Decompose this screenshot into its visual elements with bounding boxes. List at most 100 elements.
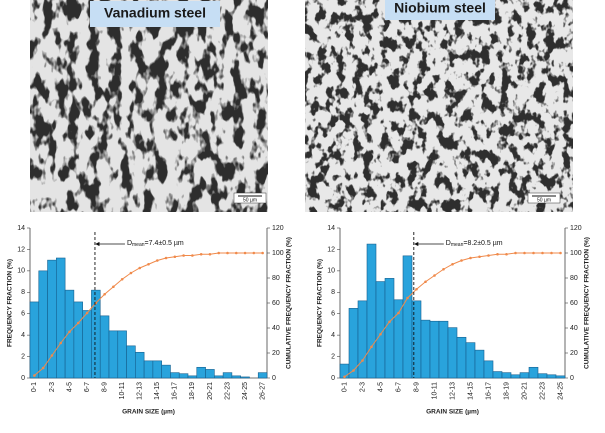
- cumulative-point: [460, 259, 463, 262]
- cumulative-point: [68, 330, 71, 334]
- cumulative-point: [487, 254, 490, 257]
- y-tick-label: 2: [21, 353, 25, 360]
- bar: [519, 372, 530, 379]
- cumulative-point: [252, 251, 256, 255]
- cumulative-point: [147, 262, 150, 266]
- y-tick-label: 10: [17, 268, 25, 275]
- cumulative-point: [50, 354, 54, 357]
- cumulative-point: [226, 251, 229, 255]
- bar: [135, 351, 145, 379]
- bar: [205, 369, 215, 379]
- cumulative-point: [415, 287, 418, 291]
- bar: [429, 320, 440, 379]
- y-axis-title: FREQUENCY FRACTION (%): [7, 259, 14, 347]
- cumulative-point: [76, 321, 80, 325]
- title-box: [90, 1, 220, 27]
- x-tick-label: 0-1: [341, 382, 348, 392]
- y2-tick-label: 120: [272, 225, 284, 232]
- y2-tick-label: 80: [570, 275, 578, 282]
- cumulative-point: [496, 252, 499, 256]
- cumulative-point: [541, 251, 544, 255]
- bar: [528, 366, 539, 379]
- x-tick-label: 18-19: [503, 382, 510, 400]
- x-tick-label: 6-7: [395, 382, 402, 392]
- annotation-part: D: [127, 240, 132, 247]
- scale-bar-label: 50 µm: [537, 197, 551, 203]
- cumulative-point: [343, 375, 346, 379]
- y2-tick-label: 100: [272, 250, 284, 257]
- bar: [465, 342, 476, 379]
- bar: [447, 327, 458, 379]
- cumulative-point: [379, 332, 382, 336]
- bar: [393, 299, 404, 379]
- y2-tick-label: 120: [570, 225, 582, 232]
- x-tick-label: 6-7: [84, 382, 91, 392]
- y2-tick-label: 80: [272, 275, 280, 282]
- annotation-sub: mean: [132, 242, 145, 248]
- bar: [231, 375, 241, 379]
- bar: [178, 373, 189, 379]
- x-tick-label: 10-11: [431, 382, 438, 399]
- y2-tick-label: 40: [570, 325, 578, 332]
- bar: [170, 372, 180, 379]
- bar: [510, 374, 521, 379]
- y-tick-label: 12: [327, 246, 335, 253]
- x-tick-label: 2-3: [359, 382, 366, 392]
- y-tick-label: 8: [21, 289, 25, 296]
- x-tick-label: 0-1: [31, 382, 38, 392]
- y2-tick-label: 60: [272, 300, 280, 307]
- cumulative-point: [191, 254, 194, 257]
- cumulative-point: [182, 254, 185, 257]
- x-axis-title: GRAIN SIZE (µm): [426, 409, 479, 416]
- cumulative-point: [370, 345, 373, 349]
- x-tick-label: 4-5: [66, 382, 73, 392]
- x-tick-label: 16-17: [172, 382, 179, 400]
- x-tick-label: 22-23: [224, 382, 231, 400]
- bar: [64, 289, 75, 379]
- y-tick-label: 14: [17, 225, 25, 232]
- annotation-sub: mean: [451, 242, 464, 248]
- bar: [555, 375, 566, 379]
- x-tick-label: 18-19: [189, 382, 196, 400]
- cumulative-point: [33, 374, 36, 377]
- cumulative-point: [514, 251, 517, 255]
- y-tick-label: 14: [327, 225, 335, 232]
- y-tick-label: 4: [331, 332, 335, 339]
- x-tick-label: 24-25: [557, 382, 564, 400]
- x-tick-label: 12-13: [449, 382, 456, 400]
- cumulative-point: [424, 280, 427, 284]
- annotation: Dmean=8.2±0.5 µm: [446, 240, 503, 248]
- bar: [456, 336, 467, 379]
- annotation-part: D: [446, 240, 451, 247]
- bar: [161, 364, 171, 379]
- bar: [38, 270, 48, 379]
- bar: [99, 315, 110, 379]
- cumulative-point: [173, 255, 177, 259]
- bar: [501, 372, 512, 379]
- y-tick-label: 6: [331, 311, 335, 318]
- cumulative-point: [261, 251, 264, 255]
- micrograph: 50 µm: [30, 0, 268, 212]
- y-tick-label: 2: [331, 353, 335, 360]
- x-tick-label: 8-9: [101, 382, 108, 392]
- cumulative-point: [120, 277, 124, 281]
- annotation-part: =7.4±0.5 µm: [145, 240, 184, 247]
- cumulative-point: [559, 251, 562, 255]
- y-tick-label: 4: [21, 332, 25, 339]
- cumulative-point: [505, 252, 508, 256]
- y-tick-label: 0: [21, 375, 25, 382]
- bar: [196, 366, 206, 379]
- bar: [240, 376, 250, 379]
- y-tick-label: 0: [331, 375, 335, 382]
- y2-tick-label: 40: [272, 325, 280, 332]
- bar: [357, 300, 368, 379]
- cumulative-point: [217, 251, 221, 255]
- cumulative-point: [208, 252, 212, 256]
- bar: [420, 319, 431, 379]
- y-axis-title: FREQUENCY FRACTION (%): [317, 259, 324, 347]
- cumulative-point: [388, 320, 391, 324]
- bar: [82, 310, 92, 379]
- cumulative-point: [397, 311, 400, 315]
- bar: [483, 360, 494, 379]
